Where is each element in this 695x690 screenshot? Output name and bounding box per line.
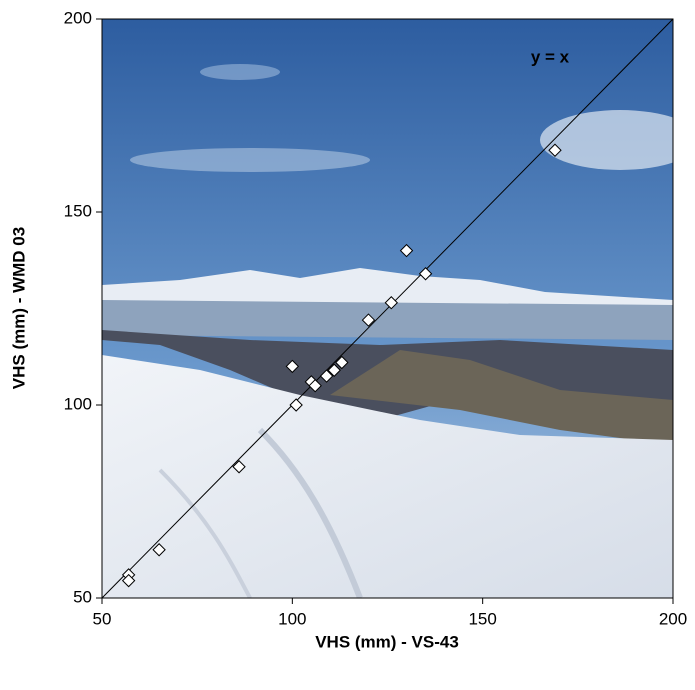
point [232, 460, 246, 474]
x-tick-label: 50 [93, 609, 112, 628]
point [399, 243, 414, 258]
background-photo [102, 19, 673, 598]
point [285, 359, 300, 374]
point [121, 573, 136, 588]
annotation: y = x [531, 47, 570, 66]
x-tick-label: 100 [278, 609, 306, 628]
x-axis-label: VHS (mm) - VS-43 [315, 632, 459, 651]
point [418, 267, 433, 281]
point [384, 296, 399, 310]
point [319, 369, 334, 383]
point [327, 363, 341, 377]
y-tick-label: 200 [64, 8, 92, 27]
y-tick-label: 50 [73, 587, 92, 606]
point [361, 313, 376, 327]
point [335, 355, 349, 370]
y-tick-label: 100 [64, 394, 92, 413]
x-tick-label: 200 [659, 609, 687, 628]
point [152, 543, 166, 557]
point [308, 378, 322, 393]
x-tick-label: 150 [468, 609, 496, 628]
y-tick-label: 150 [64, 201, 92, 220]
point [289, 398, 303, 412]
plot-frame [101, 18, 674, 599]
y-axis-label: VHS (mm) - WMD 03 [9, 227, 28, 389]
identity-line [101, 18, 674, 599]
point [548, 143, 562, 157]
